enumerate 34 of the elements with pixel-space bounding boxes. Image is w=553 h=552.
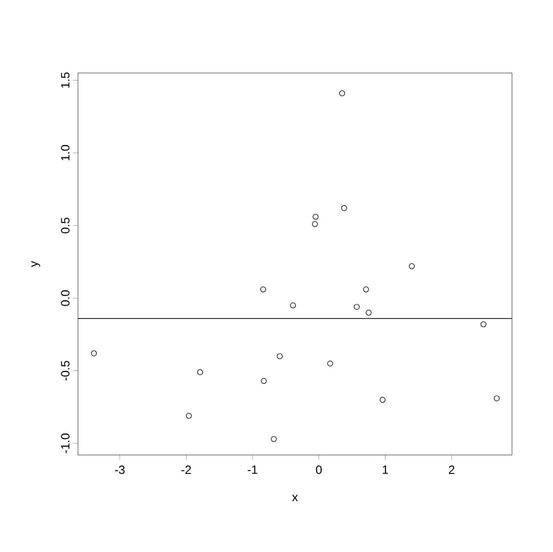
point xyxy=(197,369,204,376)
point xyxy=(480,321,486,328)
point xyxy=(366,310,372,316)
x-axis-title: x xyxy=(292,494,298,502)
point xyxy=(494,395,500,402)
point xyxy=(380,396,386,403)
point xyxy=(270,436,277,442)
x-tick-label: 0 xyxy=(316,466,322,474)
point xyxy=(260,286,266,292)
x-tick-label: -1 xyxy=(248,466,258,474)
point xyxy=(408,263,415,270)
point xyxy=(312,221,318,227)
y-tick-label: 0.0 xyxy=(61,290,70,306)
y-tick-label: 0.5 xyxy=(61,218,70,234)
point xyxy=(341,205,348,211)
point xyxy=(276,353,283,360)
point xyxy=(354,304,360,310)
y-tick-label: -0.5 xyxy=(61,360,70,381)
point xyxy=(186,412,192,419)
x-tick-label: 1 xyxy=(382,466,388,474)
y-tick-label: -1.0 xyxy=(61,434,70,454)
x-tick-label: -3 xyxy=(115,466,125,474)
point xyxy=(312,214,318,220)
y-axis-title: y xyxy=(31,261,40,267)
point xyxy=(91,350,97,356)
x-tick-label: -2 xyxy=(181,466,191,474)
point xyxy=(363,286,369,292)
x-tick-label: 2 xyxy=(448,466,454,474)
y-tick-label: 1.0 xyxy=(61,145,70,160)
point xyxy=(260,378,267,384)
y-tick-label: 1.5 xyxy=(61,72,70,88)
point xyxy=(327,360,334,366)
point xyxy=(339,90,346,96)
point xyxy=(290,302,296,308)
